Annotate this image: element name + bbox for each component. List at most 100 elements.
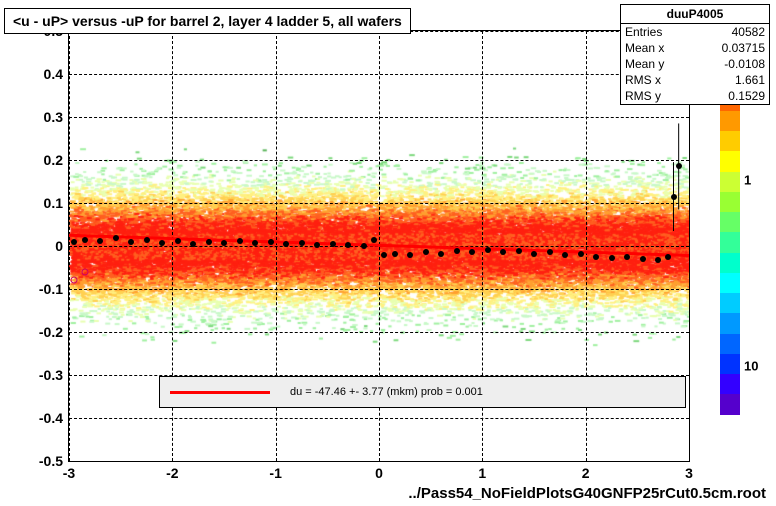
stats-entries-value: 40582	[732, 25, 765, 39]
stats-box: duuP4005 Entries 40582 Mean x 0.03715 Me…	[620, 4, 770, 105]
x-tick-label: -2	[166, 465, 178, 481]
colorbar-segment	[720, 131, 740, 151]
profile-marker	[144, 237, 150, 243]
stats-meanx-value: 0.03715	[722, 41, 765, 55]
legend-line-sample	[170, 391, 270, 394]
profile-marker	[206, 239, 212, 245]
plot-area: -0.5-0.4-0.3-0.2-0.100.10.20.30.40.5-3-2…	[68, 30, 690, 462]
profile-marker	[371, 237, 377, 243]
y-tick-label: 0	[55, 238, 63, 254]
colorbar: 110	[720, 50, 740, 455]
stats-rmsy-label: RMS y	[625, 89, 661, 103]
colorbar-segment	[720, 374, 740, 394]
y-tick-label: -0.5	[39, 453, 63, 469]
profile-marker	[676, 163, 682, 169]
profile-marker	[438, 251, 444, 257]
colorbar-segment	[720, 253, 740, 273]
y-tick-label: 0.4	[44, 66, 63, 82]
profile-marker	[665, 254, 671, 260]
colorbar-segment	[720, 151, 740, 171]
y-tick-label: 0.3	[44, 109, 63, 125]
profile-marker	[624, 254, 630, 260]
stats-meany-row: Mean y -0.0108	[621, 56, 769, 72]
y-tick-label: 0.2	[44, 152, 63, 168]
x-tick-label: 0	[375, 465, 383, 481]
y-tick-label: 0.1	[44, 195, 63, 211]
stats-rmsy-row: RMS y 0.1529	[621, 88, 769, 104]
profile-marker	[407, 252, 413, 258]
profile-marker	[330, 241, 336, 247]
y-tick-label: -0.3	[39, 367, 63, 383]
colorbar-segment	[720, 212, 740, 232]
chart-title: <u - uP> versus -uP for barrel 2, layer …	[4, 8, 411, 34]
legend-box: du = -47.46 +- 3.77 (mkm) prob = 0.001	[159, 376, 686, 408]
profile-marker	[314, 242, 320, 248]
profile-marker	[671, 194, 677, 200]
profile-marker	[97, 238, 103, 244]
colorbar-segment	[720, 354, 740, 374]
profile-marker	[578, 251, 584, 257]
profile-marker	[640, 256, 646, 262]
stats-name: duuP4005	[621, 5, 769, 24]
file-path-label: ../Pass54_NoFieldPlotsG40GNFP25rCut0.5cm…	[408, 485, 766, 502]
stats-rmsy-value: 0.1529	[728, 89, 765, 103]
profile-marker	[159, 240, 165, 246]
profile-marker	[392, 251, 398, 257]
colorbar-segment	[720, 313, 740, 333]
profile-marker	[381, 252, 387, 258]
profile-marker	[485, 247, 491, 253]
x-tick-label: 1	[478, 465, 486, 481]
colorbar-segment	[720, 273, 740, 293]
y-tick-label: -0.4	[39, 410, 63, 426]
y-tick-label: -0.1	[39, 281, 63, 297]
profile-marker	[562, 252, 568, 258]
chart-container: <u - uP> versus -uP for barrel 2, layer …	[0, 0, 776, 506]
grid-line-horizontal	[69, 461, 689, 462]
colorbar-segment	[720, 172, 740, 192]
profile-marker	[113, 235, 119, 241]
profile-marker	[237, 238, 243, 244]
stats-meanx-label: Mean x	[625, 41, 664, 55]
profile-marker	[128, 239, 134, 245]
stats-entries-row: Entries 40582	[621, 24, 769, 40]
profile-marker	[268, 239, 274, 245]
x-tick-label: -1	[269, 465, 281, 481]
colorbar-segment	[720, 394, 740, 414]
profile-marker	[423, 249, 429, 255]
legend-text: du = -47.46 +- 3.77 (mkm) prob = 0.001	[290, 386, 483, 398]
profile-marker	[345, 242, 351, 248]
profile-marker	[221, 240, 227, 246]
stats-meany-value: -0.0108	[724, 57, 765, 71]
profile-marker	[283, 241, 289, 247]
profile-marker	[655, 257, 661, 263]
colorbar-segment	[720, 192, 740, 212]
colorbar-tick-label: 1	[744, 172, 751, 187]
x-tick-label: 2	[582, 465, 590, 481]
colorbar-segment	[720, 293, 740, 313]
profile-marker	[593, 254, 599, 260]
colorbar-segment	[720, 415, 740, 456]
profile-marker	[531, 251, 537, 257]
x-tick-label: -3	[63, 465, 75, 481]
colorbar-segment	[720, 334, 740, 354]
stats-entries-label: Entries	[625, 25, 662, 39]
profile-marker	[500, 249, 506, 255]
profile-marker	[252, 240, 258, 246]
profile-marker	[71, 239, 77, 245]
profile-marker	[82, 237, 88, 243]
x-tick-label: 3	[685, 465, 693, 481]
profile-marker	[299, 240, 305, 246]
profile-marker	[547, 249, 553, 255]
colorbar-segment	[720, 111, 740, 131]
profile-marker	[516, 248, 522, 254]
profile-marker	[609, 255, 615, 261]
stats-meanx-row: Mean x 0.03715	[621, 40, 769, 56]
profile-marker	[175, 238, 181, 244]
colorbar-segment	[720, 232, 740, 252]
stats-rmsx-label: RMS x	[625, 73, 661, 87]
y-tick-label: -0.2	[39, 324, 63, 340]
colorbar-tick-label: 10	[744, 358, 758, 373]
stats-meany-label: Mean y	[625, 57, 664, 71]
profile-marker	[469, 249, 475, 255]
profile-marker	[361, 243, 367, 249]
